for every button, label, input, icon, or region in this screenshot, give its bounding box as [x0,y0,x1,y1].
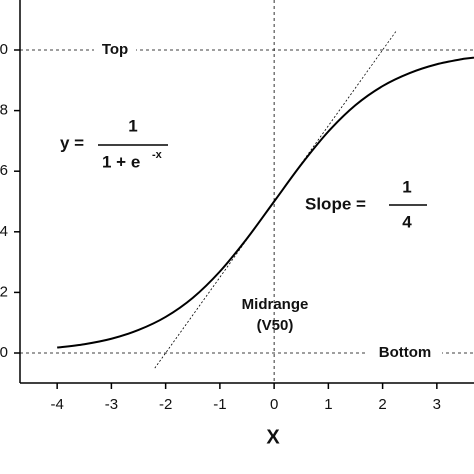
y-tick-label: 0 [0,344,8,361]
annotation: Midrange [242,296,309,313]
x-tick-label: 1 [324,396,332,413]
x-tick-label: -2 [159,396,172,413]
formula-denominator: 1 + e [102,152,140,171]
y-tick-label: 1.0 [0,41,8,58]
y-tick-label: 0.2 [0,283,8,300]
x-tick-label: -3 [105,396,118,413]
formula-exponent: -x [152,149,163,161]
y-tick-label: 0.4 [0,223,8,240]
x-tick-label: -4 [50,396,63,413]
y-tick-label: 0.6 [0,162,8,179]
x-tick-label: 2 [378,396,386,413]
x-axis-label: X [266,426,280,448]
annotation: Top [102,41,128,58]
x-tick-label: 0 [270,396,278,413]
annotation: Bottom [379,344,432,361]
formula-numerator: 1 [128,116,137,135]
x-tick-label: 3 [433,396,441,413]
y-tick-label: 0.8 [0,102,8,119]
tangent-line [154,30,397,369]
slope-lhs: Slope = [305,194,366,213]
x-tick-label: -1 [213,396,226,413]
slope-numerator: 1 [402,177,411,196]
label-bg [94,40,136,59]
annotation: (V50) [257,317,294,334]
line-series [57,56,474,349]
slope-denominator: 4 [402,212,412,231]
label-bg [368,344,442,363]
formula-lhs: y = [60,133,84,152]
